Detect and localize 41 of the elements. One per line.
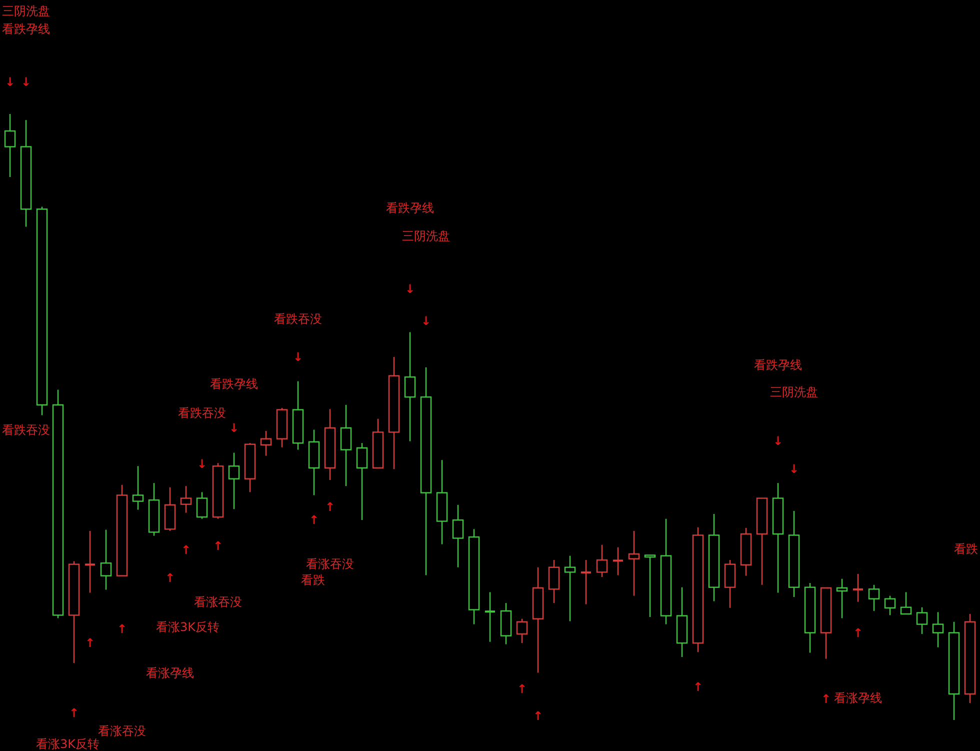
annotation: ↓ xyxy=(196,457,208,471)
annotation: ↑ xyxy=(324,500,336,514)
annotation: ↓ xyxy=(420,314,432,328)
annotation: 看涨吞没 xyxy=(306,557,354,571)
annotation: ↓ xyxy=(788,462,800,476)
text: 三阴洗盘 xyxy=(2,4,50,18)
annotation: 看跌吞没 xyxy=(274,312,322,326)
annotation: ↑ xyxy=(532,709,544,723)
text: 看涨吞没 xyxy=(98,724,146,738)
annotation: ↓ xyxy=(772,434,784,448)
text: ↓ xyxy=(4,75,16,89)
annotation: ↑ xyxy=(164,571,176,585)
annotation: 看涨吞没 xyxy=(194,595,242,609)
annotation: ↓ xyxy=(404,282,416,296)
annotation: 看跌孕线 xyxy=(210,377,258,391)
annotation: ↑ xyxy=(820,692,832,706)
annotation: 看跌 xyxy=(301,573,325,587)
annotation: ↑ xyxy=(84,636,96,650)
annotation: ↑ xyxy=(68,706,80,720)
annotation: ↑ xyxy=(180,543,192,557)
annotation: 看涨孕线 xyxy=(834,691,882,705)
annotation: 看跌吞没 xyxy=(2,423,50,437)
annotation: 看涨孕线 xyxy=(146,666,194,680)
annotation: ↑ xyxy=(212,539,224,553)
text: ↓ xyxy=(20,75,32,89)
annotation: ↓ xyxy=(292,350,304,364)
annotation: 三阴洗盘 xyxy=(770,385,818,399)
annotation: ↓ xyxy=(228,421,240,435)
annotation: ↑ xyxy=(116,622,128,636)
annotation: ↑ xyxy=(692,680,704,694)
text: 看跌孕线 xyxy=(2,22,50,36)
annotation: 看跌 xyxy=(954,542,978,556)
annotation: 看跌吞没 xyxy=(178,406,226,420)
annotation: 看跌孕线 xyxy=(754,358,802,372)
annotation: ↑ xyxy=(852,626,864,640)
annotation: ↑ xyxy=(308,513,320,527)
text: 看涨3K反转 xyxy=(36,737,100,751)
annotation: 看跌孕线 xyxy=(386,201,434,215)
annotation: 看涨3K反转 xyxy=(156,620,220,634)
annotation: ↑ xyxy=(516,682,528,696)
annotation: 三阴洗盘 xyxy=(402,229,450,243)
